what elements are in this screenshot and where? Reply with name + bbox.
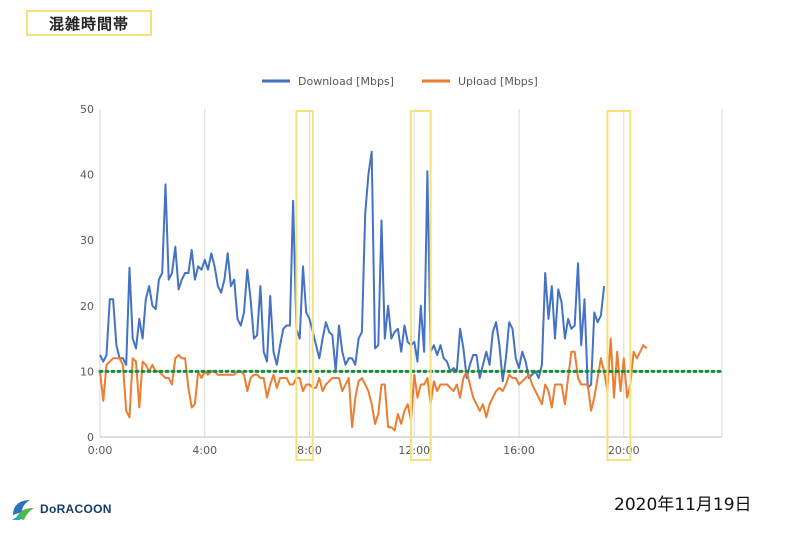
highlight-box xyxy=(410,110,432,461)
doracoon-logo-icon xyxy=(12,500,34,520)
series-line-download xyxy=(99,150,606,389)
date-label: 2020年11月19日 xyxy=(614,495,752,515)
highlight-box xyxy=(295,110,314,461)
x-tick-label: 12:00 xyxy=(398,444,430,457)
congestion-highlights xyxy=(295,110,632,461)
x-tick-label: 0:00 xyxy=(88,444,113,457)
y-tick-label: 50 xyxy=(80,103,94,116)
y-tick-label: 0 xyxy=(87,431,94,444)
x-tick-label: 4:00 xyxy=(192,444,217,457)
chart-legend: Download [Mbps] Upload [Mbps] xyxy=(262,75,538,88)
x-tick-label: 8:00 xyxy=(297,444,322,457)
legend-label: Download [Mbps] xyxy=(298,75,394,88)
chart-series xyxy=(99,150,648,432)
page-title: 混雑時間帯 xyxy=(26,10,152,36)
company-logo: DoRACOON xyxy=(10,496,112,522)
y-tick-label: 30 xyxy=(80,234,94,247)
chart-axes: 0 10 20 30 40 50 0:00 4:00 8:00 12:00 16:00 20:00 xyxy=(80,103,722,457)
y-tick-label: 10 xyxy=(80,365,94,378)
highlight-box xyxy=(606,110,632,461)
legend-label: Upload [Mbps] xyxy=(458,75,538,88)
y-tick-label: 40 xyxy=(80,169,94,182)
series-line-upload xyxy=(99,337,648,432)
logo-text: DoRACOON xyxy=(40,502,112,516)
x-tick-label: 20:00 xyxy=(608,444,640,457)
y-tick-label: 20 xyxy=(80,300,94,313)
x-tick-label: 16:00 xyxy=(503,444,535,457)
